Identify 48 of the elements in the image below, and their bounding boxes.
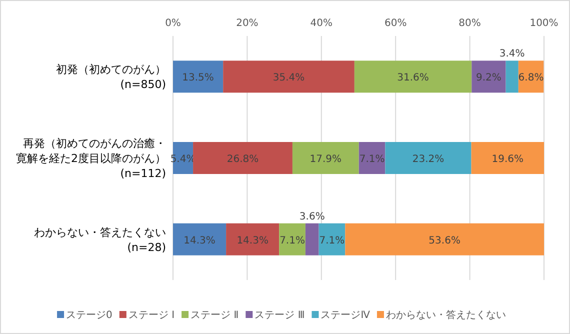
bar bbox=[173, 60, 224, 93]
data-label: 3.4% bbox=[499, 48, 525, 60]
bar bbox=[318, 223, 346, 256]
x-tick-label: 40% bbox=[310, 18, 333, 29]
legend-label: ステージ Ⅱ bbox=[190, 310, 239, 321]
legend-label: ステージⅣ bbox=[320, 310, 371, 321]
bar bbox=[305, 223, 319, 256]
data-label: 9.2% bbox=[476, 72, 502, 84]
data-label: 23.2% bbox=[412, 154, 444, 165]
data-label: 3.6% bbox=[299, 211, 325, 222]
data-label: 53.6% bbox=[428, 235, 460, 246]
data-label: 7.1% bbox=[359, 154, 385, 165]
data-label: 13.5% bbox=[182, 72, 214, 84]
data-label: 35.4% bbox=[272, 72, 305, 84]
bar bbox=[223, 60, 354, 93]
x-tick-label: 60% bbox=[384, 18, 407, 29]
bar bbox=[345, 223, 544, 256]
x-tick-label: 100% bbox=[530, 18, 558, 29]
bar bbox=[193, 142, 292, 174]
y-tick-label: わからない・答えたくない(n=28) bbox=[34, 226, 166, 254]
legend-label: わからない・答えたくない bbox=[386, 309, 506, 321]
bar bbox=[226, 223, 280, 256]
bar bbox=[173, 223, 226, 256]
bar bbox=[506, 60, 518, 93]
bar bbox=[472, 60, 506, 93]
bar bbox=[471, 142, 544, 174]
y-tick-label: 初発（初めてのがん）(n=850) bbox=[56, 63, 166, 92]
data-label: 14.3% bbox=[184, 235, 216, 246]
y-tick-label: 再発（初めてのがんの治癒・寛解を経た2度目以降のがん）(n=112) bbox=[16, 137, 166, 180]
data-label: 19.6% bbox=[492, 154, 524, 165]
x-tick-label: 20% bbox=[236, 18, 258, 29]
data-label: 7.1% bbox=[280, 235, 305, 246]
data-label: 26.8% bbox=[226, 154, 259, 165]
bar bbox=[279, 223, 306, 256]
x-tick-label: 80% bbox=[458, 18, 481, 29]
data-label: 17.9% bbox=[310, 154, 342, 165]
legend-label: ステージ Ⅲ bbox=[254, 310, 305, 321]
x-tick-label: 0% bbox=[165, 18, 181, 29]
data-label: 31.6% bbox=[397, 72, 429, 84]
legend-label: ステージ0 bbox=[66, 310, 112, 321]
data-label: 6.8% bbox=[518, 72, 544, 84]
data-label: 7.1% bbox=[319, 235, 345, 246]
legend-label: ステージ Ⅰ bbox=[128, 310, 175, 321]
bar bbox=[354, 60, 472, 93]
bar bbox=[358, 142, 386, 174]
bar bbox=[385, 142, 472, 174]
bar bbox=[292, 142, 359, 174]
data-label: 14.3% bbox=[236, 235, 268, 246]
